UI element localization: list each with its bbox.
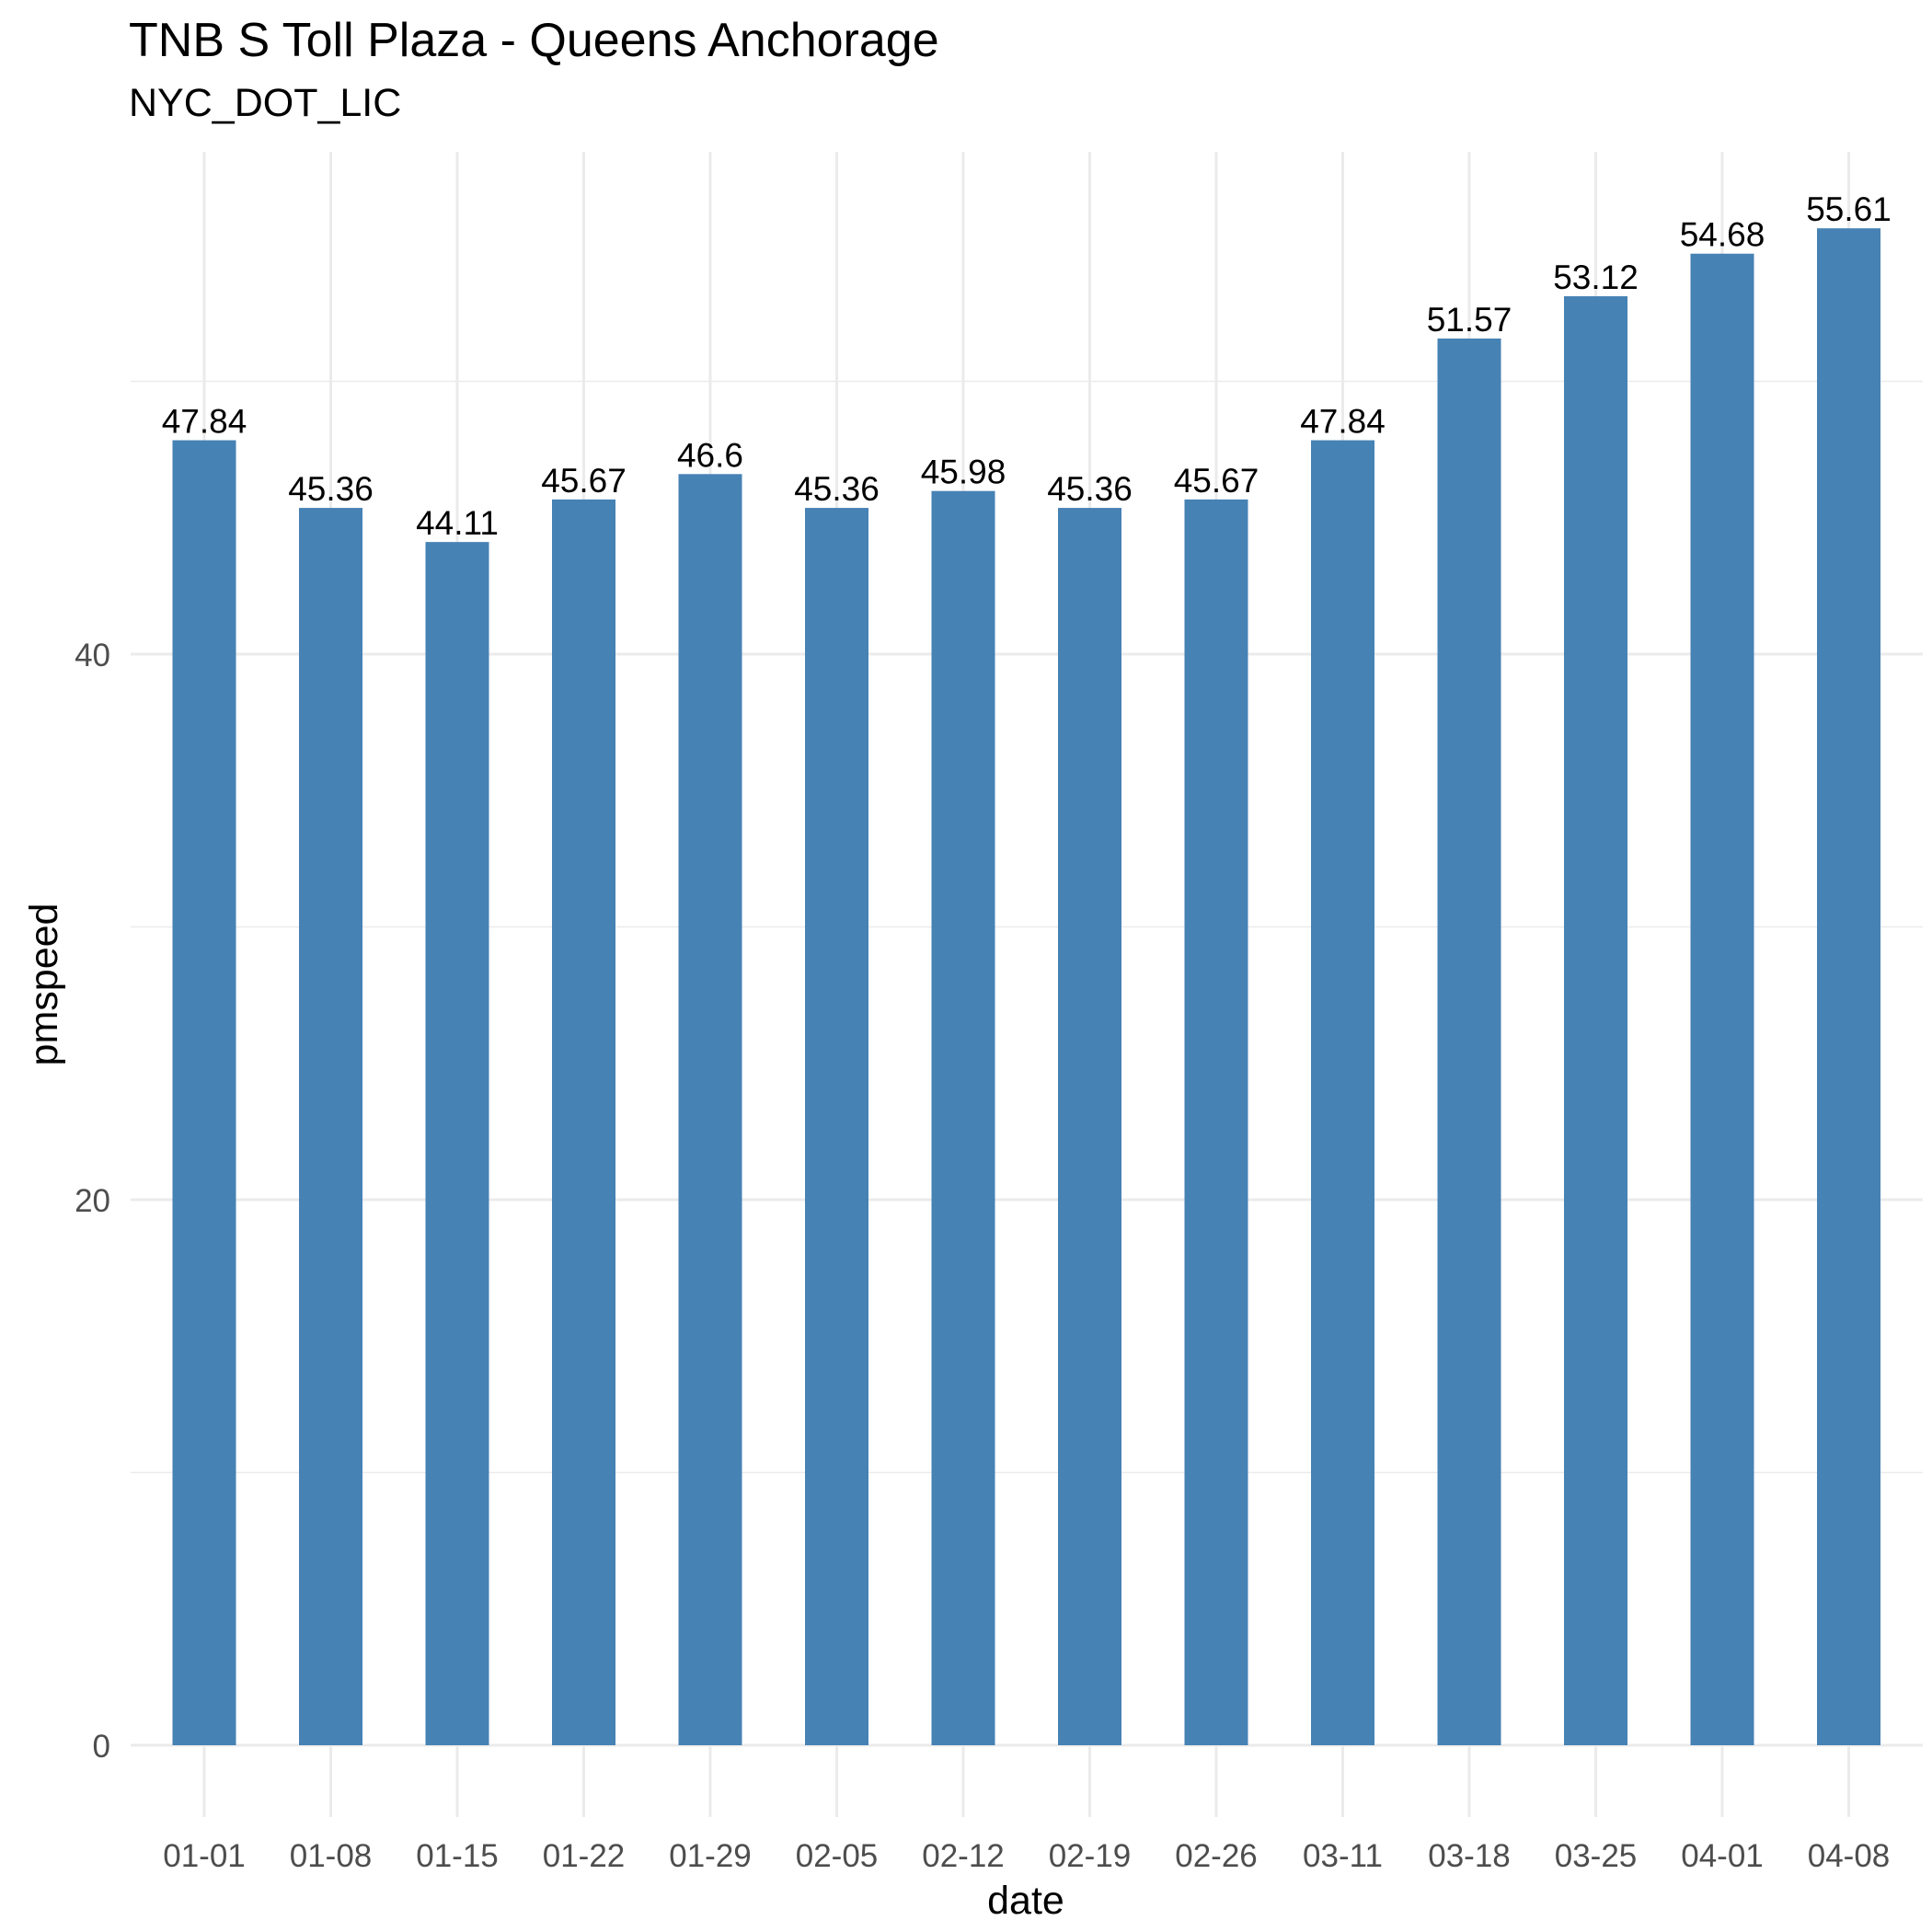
y-tick-label: 20 <box>75 1183 110 1219</box>
x-tick-label: 01-22 <box>543 1838 626 1874</box>
x-tick-label: 03-25 <box>1555 1838 1638 1874</box>
bar-03-18 <box>1437 338 1501 1746</box>
bars <box>172 228 1880 1746</box>
data-label: 55.61 <box>1806 190 1892 228</box>
bar-02-05 <box>805 508 868 1746</box>
data-label: 46.6 <box>677 436 743 474</box>
bar-03-25 <box>1564 295 1627 1746</box>
bar-03-11 <box>1311 440 1374 1746</box>
bar-02-26 <box>1184 499 1248 1745</box>
x-tick-label: 04-08 <box>1808 1838 1891 1874</box>
bar-01-22 <box>552 499 615 1745</box>
bar-01-01 <box>172 440 236 1746</box>
chart-subtitle: NYC_DOT_LIC <box>129 81 402 125</box>
data-label: 45.67 <box>1174 462 1259 500</box>
x-tick-label: 02-19 <box>1049 1838 1132 1874</box>
y-axis-title: pmspeed <box>22 903 66 1066</box>
data-label: 47.84 <box>1300 403 1386 441</box>
x-tick-label: 02-05 <box>796 1838 879 1874</box>
data-label: 45.36 <box>1047 470 1133 508</box>
x-tick-label: 01-29 <box>669 1838 752 1874</box>
x-tick-label: 03-18 <box>1428 1838 1511 1874</box>
data-label: 51.57 <box>1427 301 1512 339</box>
y-tick-label: 0 <box>93 1729 110 1765</box>
data-label: 45.98 <box>921 454 1006 491</box>
data-label: 53.12 <box>1553 259 1639 296</box>
data-labels: 47.84 45.36 44.11 45.67 46.6 45.36 45.98 45.36 4… <box>162 190 1892 542</box>
data-label: 47.84 <box>162 403 247 441</box>
data-label: 44.11 <box>416 504 499 542</box>
chart-title: TNB S Toll Plaza - Queens Anchorage <box>129 14 939 67</box>
data-label: 45.36 <box>288 470 374 508</box>
y-tick-label: 40 <box>75 638 110 673</box>
x-tick-label: 04-01 <box>1681 1838 1764 1874</box>
axes: 0 20 40 01-01 01-08 01-15 01-22 01-29 02-05 02-12… <box>75 638 1890 1874</box>
x-tick-label: 01-15 <box>416 1838 499 1874</box>
data-label: 45.36 <box>794 470 880 508</box>
x-tick-label: 02-26 <box>1175 1838 1258 1874</box>
bar-01-15 <box>425 542 489 1746</box>
x-tick-label: 03-11 <box>1303 1838 1383 1874</box>
data-label: 45.67 <box>541 462 627 500</box>
x-tick-label: 01-08 <box>290 1838 373 1874</box>
bar-02-19 <box>1058 508 1121 1746</box>
data-label: 54.68 <box>1680 216 1765 254</box>
bar-01-08 <box>299 508 362 1746</box>
x-tick-label: 02-12 <box>922 1838 1005 1874</box>
x-tick-label: 01-01 <box>163 1838 246 1874</box>
grid-lines <box>131 152 1923 1817</box>
bar-02-12 <box>931 490 995 1745</box>
bar-04-08 <box>1817 228 1880 1746</box>
bar-04-01 <box>1690 253 1754 1745</box>
x-axis-title: date <box>987 1879 1064 1923</box>
bar-01-29 <box>678 474 742 1745</box>
